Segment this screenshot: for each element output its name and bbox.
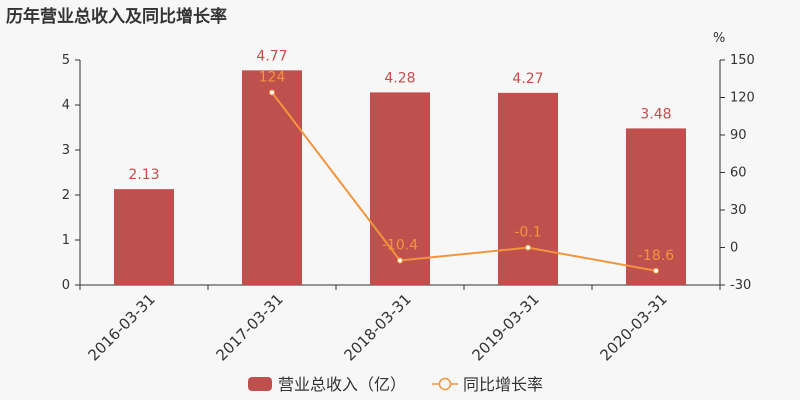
left-axis-tick-label: 1 [62, 233, 70, 248]
right-axis-tick-label: 30 [730, 203, 747, 218]
bar [370, 92, 430, 286]
bar [626, 128, 686, 285]
legend-swatch-marker [438, 377, 452, 391]
bar [498, 92, 558, 285]
x-axis-tick-label: 2019-03-31 [468, 290, 542, 364]
line-point [269, 89, 275, 96]
line-value-label: -18.6 [638, 248, 674, 264]
right-axis-tick-label: -30 [730, 278, 751, 293]
x-axis-tick-label: 2018-03-31 [340, 290, 414, 364]
line-value-label: 124 [259, 70, 286, 86]
line-value-label: -0.1 [514, 225, 541, 241]
x-axis-tick-label: 2017-03-31 [212, 290, 286, 364]
chart-title: 历年营业总收入及同比增长率 [6, 7, 227, 27]
right-axis-tick-label: 150 [730, 53, 755, 68]
x-axis-tick-label: 2020-03-31 [596, 290, 670, 364]
line-series [269, 89, 659, 274]
right-axis-tick-label: 90 [730, 128, 747, 143]
right-axis-tick-label: 60 [730, 166, 747, 181]
bar [242, 70, 302, 285]
line-point [525, 244, 531, 251]
legend-label-line: 同比增长率 [463, 375, 543, 394]
line-point [397, 257, 403, 264]
bar [114, 189, 174, 285]
left-axis-tick-label: 0 [62, 278, 70, 293]
data-labels: 2.13 4.77 4.28 4.27 3.48 124 -10.4 -0.1 -18.6 [128, 48, 674, 263]
bar-value-label: 3.48 [640, 106, 671, 122]
left-axis-tick-label: 3 [62, 143, 70, 158]
right-axis-tick-label: 120 [730, 91, 755, 106]
growth-line [271, 91, 657, 272]
x-axis-tick-label: 2016-03-31 [84, 290, 158, 364]
left-axis-tick-label: 4 [62, 98, 70, 113]
bar-value-label: 4.27 [512, 71, 543, 87]
line-point [653, 267, 659, 274]
right-axis-tick-label: 0 [730, 241, 738, 256]
right-axis-unit: % [713, 31, 725, 46]
bar-value-label: 4.77 [256, 48, 287, 64]
bar-series [114, 70, 686, 286]
bar-value-label: 2.13 [128, 167, 159, 183]
legend-label-bar: 营业总收入（亿） [278, 375, 406, 394]
legend-swatch-bar [248, 377, 272, 391]
left-axis-tick-label: 5 [62, 53, 70, 68]
bar-value-label: 4.28 [384, 70, 415, 86]
line-value-label: -10.4 [382, 238, 418, 254]
left-axis-tick-label: 2 [62, 188, 70, 203]
chart-legend: 营业总收入（亿） 同比增长率 [248, 375, 543, 394]
